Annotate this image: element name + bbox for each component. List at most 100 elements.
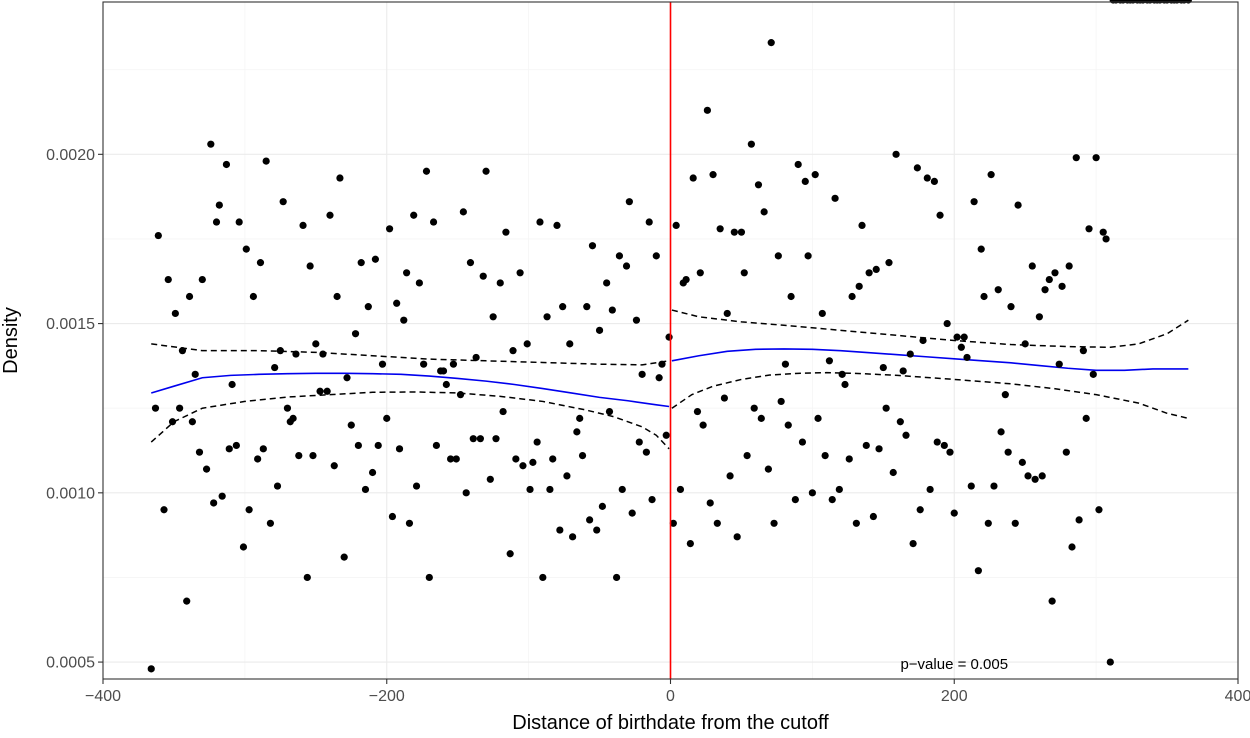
data-point bbox=[909, 540, 917, 548]
data-point bbox=[583, 303, 591, 311]
data-point bbox=[662, 431, 670, 439]
data-point bbox=[336, 174, 344, 182]
data-point bbox=[299, 221, 307, 230]
data-point bbox=[588, 242, 597, 250]
confidence-bands bbox=[150, 309, 1189, 450]
data-point bbox=[950, 509, 958, 517]
data-point bbox=[306, 262, 314, 270]
x-axis-ticks: −400 −200 0 200 400 bbox=[85, 679, 1250, 705]
data-point bbox=[1031, 475, 1039, 483]
data-point bbox=[777, 397, 785, 406]
data-point bbox=[442, 380, 450, 389]
data-point bbox=[1001, 391, 1009, 399]
data-point bbox=[533, 438, 541, 446]
data-point bbox=[556, 526, 564, 534]
data-point bbox=[198, 275, 206, 284]
data-point bbox=[635, 438, 643, 446]
data-point bbox=[283, 404, 292, 412]
data-point bbox=[906, 350, 914, 358]
data-point bbox=[974, 567, 982, 575]
data-point bbox=[987, 171, 995, 179]
data-point bbox=[489, 313, 497, 321]
data-point bbox=[838, 370, 846, 378]
data-point bbox=[737, 228, 746, 236]
data-point bbox=[446, 455, 455, 463]
data-point bbox=[259, 445, 267, 453]
data-point bbox=[222, 160, 231, 169]
data-point bbox=[403, 269, 411, 277]
data-point bbox=[374, 441, 382, 450]
data-point bbox=[546, 485, 554, 494]
data-point bbox=[215, 201, 223, 209]
data-point bbox=[1004, 448, 1012, 456]
ci-left-upper-line bbox=[151, 343, 670, 366]
x-axis-title: Distance of birthdate from the cutoff bbox=[512, 712, 829, 734]
data-point bbox=[347, 421, 355, 429]
data-point bbox=[393, 299, 401, 307]
data-point bbox=[218, 492, 226, 500]
data-point bbox=[1102, 235, 1110, 243]
data-point bbox=[1014, 201, 1022, 209]
data-point bbox=[858, 221, 866, 230]
data-point bbox=[902, 431, 910, 439]
data-point bbox=[178, 347, 187, 355]
data-point bbox=[595, 326, 604, 334]
data-point bbox=[723, 309, 731, 318]
data-point bbox=[933, 438, 941, 446]
data-point bbox=[970, 198, 978, 206]
data-point bbox=[923, 174, 931, 182]
data-point bbox=[726, 472, 734, 480]
fit-right-line bbox=[671, 348, 1189, 372]
x-tick-label: −200 bbox=[369, 688, 405, 705]
data-point bbox=[828, 496, 836, 504]
y-tick-label: 0.0020 bbox=[46, 147, 95, 164]
data-point bbox=[151, 404, 160, 412]
data-point bbox=[529, 458, 537, 466]
data-point bbox=[295, 451, 303, 460]
data-point bbox=[967, 482, 975, 490]
data-point bbox=[855, 282, 863, 290]
data-point bbox=[682, 275, 690, 284]
data-point bbox=[371, 255, 379, 263]
data-point bbox=[767, 39, 775, 47]
data-point bbox=[330, 462, 338, 470]
data-point bbox=[622, 262, 631, 270]
data-point bbox=[256, 259, 265, 267]
y-tick-label: 0.0005 bbox=[46, 655, 95, 672]
data-point bbox=[811, 171, 819, 179]
data-point bbox=[563, 472, 571, 480]
data-point bbox=[686, 540, 694, 548]
data-point bbox=[953, 333, 961, 341]
data-point bbox=[235, 218, 243, 226]
data-point bbox=[486, 475, 494, 483]
data-point bbox=[791, 496, 799, 504]
data-point bbox=[770, 519, 778, 527]
data-point bbox=[754, 181, 763, 189]
y-tick-label: 0.0015 bbox=[46, 316, 95, 333]
data-point bbox=[176, 404, 184, 412]
data-point bbox=[869, 512, 877, 521]
data-point bbox=[309, 451, 317, 460]
data-point bbox=[980, 292, 988, 301]
data-point bbox=[676, 485, 685, 494]
data-point bbox=[432, 441, 441, 450]
data-point bbox=[160, 506, 168, 514]
data-point bbox=[997, 428, 1005, 436]
data-point bbox=[658, 360, 666, 368]
data-point bbox=[916, 506, 924, 514]
data-point bbox=[845, 455, 853, 463]
data-point bbox=[1106, 658, 1114, 666]
data-point bbox=[740, 269, 748, 277]
data-point bbox=[862, 441, 870, 450]
data-point bbox=[191, 370, 199, 378]
data-point bbox=[326, 211, 334, 219]
data-point bbox=[638, 370, 646, 378]
data-point bbox=[875, 445, 883, 453]
data-point bbox=[254, 455, 262, 463]
data-point bbox=[1011, 519, 1019, 527]
data-point bbox=[625, 198, 633, 206]
data-point bbox=[576, 414, 584, 422]
data-point bbox=[212, 218, 221, 226]
data-point bbox=[516, 269, 524, 277]
data-point bbox=[665, 333, 673, 341]
